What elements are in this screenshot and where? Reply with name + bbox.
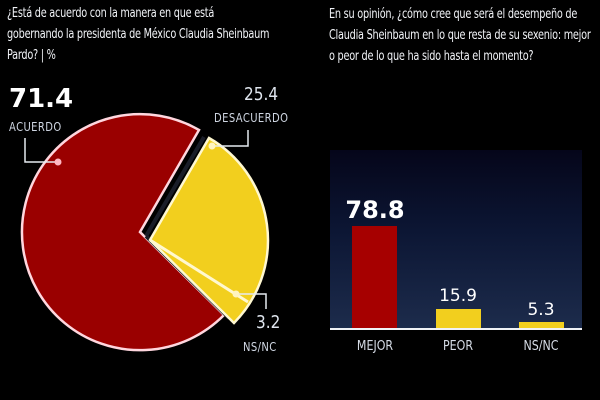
nsnc-pie-label: NS/NC	[243, 339, 277, 354]
bar-mejor-label: MEJOR	[356, 339, 394, 354]
bar-mejor	[352, 226, 397, 328]
bar-nsnc-label: NS/NC	[523, 339, 559, 354]
desacuerdo-value: 25.4	[244, 84, 279, 105]
bar-mejor-value: 78.8	[345, 196, 405, 224]
bar-nsnc-value: 5.3	[527, 300, 555, 320]
desacuerdo-label: DESACUERDO	[214, 110, 289, 125]
pie-slice-acuerdo	[20, 112, 226, 352]
nsnc-pie-value: 3.2	[256, 312, 281, 333]
acuerdo-value: 71.4	[9, 84, 74, 114]
acuerdo-label: ACUERDO	[9, 119, 62, 134]
pie-slice-desacuerdo	[148, 136, 270, 325]
bar-nsnc	[519, 322, 564, 328]
pie-slice-nsnc	[149, 238, 249, 304]
bar-peor	[436, 309, 481, 328]
bar-peor-label: PEOR	[442, 339, 474, 354]
bar-baseline	[330, 328, 582, 330]
pie-question: ¿Está de acuerdo con la manera en que es…	[7, 5, 270, 63]
bar-question: En su opinión, ¿cómo cree que será el de…	[329, 6, 591, 64]
bar-peor-value: 15.9	[439, 286, 477, 306]
